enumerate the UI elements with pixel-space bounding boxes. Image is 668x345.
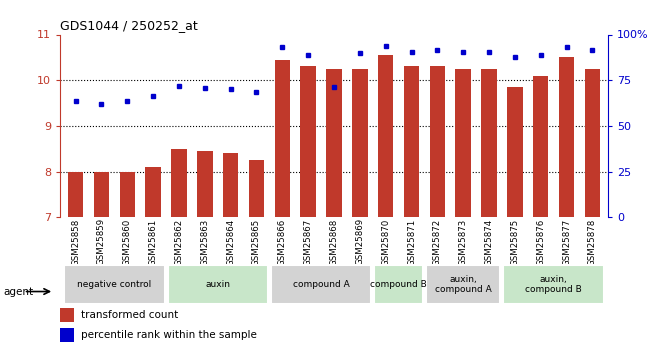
Text: GSM25876: GSM25876 bbox=[536, 218, 545, 266]
Bar bbox=[248, 160, 265, 217]
Bar bbox=[223, 153, 238, 217]
Text: GSM25861: GSM25861 bbox=[149, 218, 158, 266]
Text: auxin,
compound B: auxin, compound B bbox=[525, 275, 582, 294]
Bar bbox=[481, 69, 497, 217]
Text: GSM25864: GSM25864 bbox=[226, 218, 235, 266]
Text: GSM25868: GSM25868 bbox=[329, 218, 339, 266]
Text: GSM25877: GSM25877 bbox=[562, 218, 571, 266]
Bar bbox=[120, 172, 135, 217]
Text: GSM25873: GSM25873 bbox=[459, 218, 468, 266]
Bar bbox=[168, 265, 268, 304]
Bar bbox=[456, 69, 471, 217]
Text: GSM25869: GSM25869 bbox=[355, 218, 364, 265]
Bar bbox=[533, 76, 548, 217]
Bar bbox=[378, 55, 393, 217]
Text: compound A: compound A bbox=[293, 280, 349, 289]
Text: GSM25860: GSM25860 bbox=[123, 218, 132, 266]
Bar bbox=[504, 265, 604, 304]
Bar bbox=[430, 67, 445, 217]
Bar bbox=[197, 151, 212, 217]
Bar bbox=[403, 67, 420, 217]
Bar bbox=[507, 87, 522, 217]
Text: GSM25862: GSM25862 bbox=[174, 218, 184, 266]
Text: GDS1044 / 250252_at: GDS1044 / 250252_at bbox=[60, 19, 198, 32]
Text: GSM25875: GSM25875 bbox=[510, 218, 519, 266]
Bar bbox=[326, 69, 342, 217]
Text: GSM25874: GSM25874 bbox=[484, 218, 494, 266]
Text: agent: agent bbox=[3, 287, 33, 296]
Bar bbox=[584, 69, 600, 217]
Bar bbox=[301, 67, 316, 217]
Text: GSM25878: GSM25878 bbox=[588, 218, 597, 266]
Text: compound B: compound B bbox=[370, 280, 427, 289]
Bar bbox=[146, 167, 161, 217]
Text: percentile rank within the sample: percentile rank within the sample bbox=[81, 330, 257, 340]
Text: GSM25871: GSM25871 bbox=[407, 218, 416, 266]
Bar bbox=[60, 328, 73, 342]
Text: GSM25865: GSM25865 bbox=[252, 218, 261, 266]
Text: GSM25866: GSM25866 bbox=[278, 218, 287, 266]
Bar bbox=[64, 265, 164, 304]
Text: auxin: auxin bbox=[205, 280, 230, 289]
Text: GSM25872: GSM25872 bbox=[433, 218, 442, 266]
Bar bbox=[352, 69, 367, 217]
Text: GSM25867: GSM25867 bbox=[304, 218, 313, 266]
Text: transformed count: transformed count bbox=[81, 310, 178, 320]
Text: GSM25863: GSM25863 bbox=[200, 218, 209, 266]
Text: auxin,
compound A: auxin, compound A bbox=[435, 275, 492, 294]
Bar bbox=[559, 57, 574, 217]
Text: GSM25859: GSM25859 bbox=[97, 218, 106, 265]
Text: negative control: negative control bbox=[77, 280, 152, 289]
Bar bbox=[271, 265, 371, 304]
Bar bbox=[94, 172, 109, 217]
Bar bbox=[426, 265, 500, 304]
Bar bbox=[171, 149, 187, 217]
Text: GSM25858: GSM25858 bbox=[71, 218, 80, 266]
Bar bbox=[60, 308, 73, 322]
Bar bbox=[275, 60, 290, 217]
Bar bbox=[374, 265, 423, 304]
Text: GSM25870: GSM25870 bbox=[381, 218, 390, 266]
Bar bbox=[68, 172, 84, 217]
